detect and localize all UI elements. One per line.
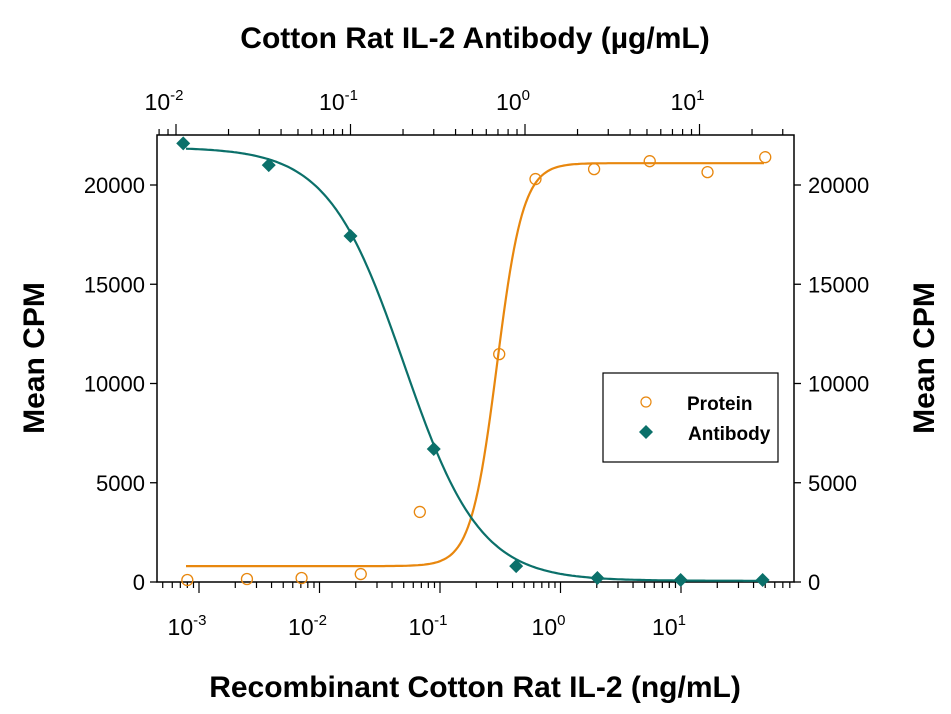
- x-tick-label: 10-2: [288, 612, 327, 640]
- protein-data-point: [354, 567, 367, 581]
- left-axis-title: Mean CPM: [18, 282, 51, 434]
- legend: Protein Antibody: [602, 372, 779, 463]
- protein-data-point: [493, 347, 506, 361]
- y-tick-label: 0: [133, 570, 145, 595]
- antibody-data-point: [673, 573, 688, 588]
- y-tick-label: 5000: [96, 471, 145, 496]
- y-tick-label: 15000: [84, 272, 145, 297]
- protein-data-point: [181, 573, 194, 587]
- bottom-axis-title: Recombinant Cotton Rat IL-2 (ng/mL): [209, 671, 741, 704]
- y-tick-label: 10000: [808, 372, 869, 397]
- y-tick-label: 10000: [84, 372, 145, 397]
- y-tick-label: 15000: [808, 272, 869, 297]
- y-tick-label: 20000: [84, 173, 145, 198]
- x-tick-label: 10-1: [409, 612, 448, 640]
- protein-points: [181, 151, 772, 587]
- protein-data-point: [587, 162, 601, 176]
- legend-label-antibody: Antibody: [688, 424, 771, 445]
- x-tick-label: 101: [652, 612, 686, 640]
- plot-frame: [156, 134, 795, 583]
- x-tick-label: 101: [671, 87, 705, 115]
- antibody-data-point: [509, 559, 524, 574]
- x-tick-label: 100: [532, 612, 566, 640]
- top-axis-title: Cotton Rat IL-2 Antibody (µg/mL): [240, 22, 709, 55]
- right-axis-title: Mean CPM: [908, 282, 941, 434]
- y-tick-label: 20000: [808, 173, 869, 198]
- antibody-fit-curve: [185, 147, 764, 582]
- open-circle-icon: [640, 396, 652, 408]
- protein-data-point: [295, 571, 308, 585]
- x-tick-label: 10-2: [145, 87, 184, 115]
- protein-data-point: [701, 165, 714, 179]
- x-tick-label: 10-3: [168, 612, 207, 640]
- protein-data-point: [643, 155, 656, 168]
- protein-data-point: [240, 572, 254, 586]
- filled-diamond-icon: [639, 425, 653, 439]
- protein-data-point: [413, 505, 426, 519]
- legend-label-protein: Protein: [687, 394, 752, 415]
- antibody-data-point: [426, 442, 441, 457]
- y-tick-label: 5000: [808, 471, 857, 496]
- legend-box: [602, 372, 779, 463]
- protein-fit-curve: [186, 162, 764, 568]
- antibody-points: [176, 136, 770, 588]
- antibody-data-point: [261, 158, 276, 173]
- x-tick-label: 100: [496, 87, 530, 115]
- x-tick-label: 10-1: [319, 87, 358, 115]
- antibody-data-point: [176, 136, 191, 151]
- top-x-axis: 10-2 10-1 100 101: [145, 87, 784, 135]
- antibody-data-point: [343, 229, 358, 244]
- right-y-axis: 0 5000 10000 15000 20000: [794, 173, 869, 595]
- y-tick-label: 0: [808, 570, 820, 595]
- antibody-data-point: [755, 573, 770, 588]
- protein-data-point: [529, 172, 542, 186]
- bottom-x-axis: 10-3 10-2 10-1 100 101: [162, 582, 791, 640]
- antibody-data-point: [590, 571, 605, 586]
- left-y-axis: 0 5000 10000 15000 20000: [84, 173, 157, 595]
- protein-data-point: [759, 151, 772, 164]
